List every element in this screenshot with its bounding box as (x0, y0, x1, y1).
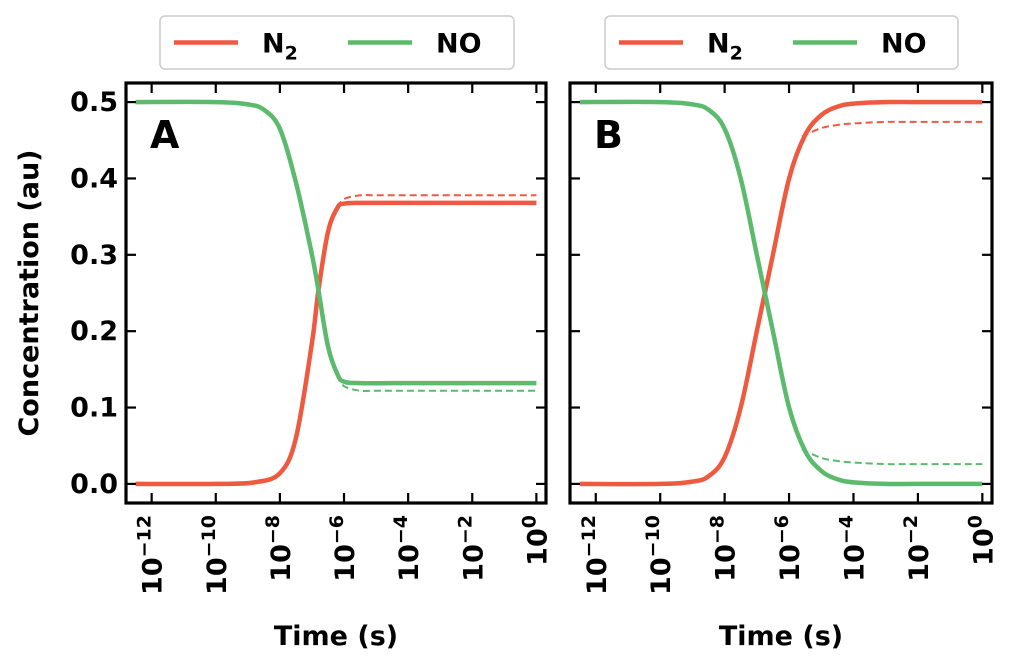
y-axis-title: Concentration (au) (14, 149, 45, 436)
x-tick-text: 10−8 (707, 515, 742, 582)
legend-label-base: NO (881, 29, 927, 60)
panel-label: A (150, 113, 180, 157)
panel-label: B (594, 113, 623, 157)
legend-box (159, 15, 515, 70)
x-tick-label: 10−8 (707, 515, 742, 582)
x-tick-base: 10 (458, 544, 489, 582)
series-line-n2 (579, 99, 983, 487)
y-tick-label: 0.3 (70, 240, 118, 271)
y-tick-label: 0.1 (70, 393, 118, 424)
x-tick-label: 10−6 (771, 515, 806, 582)
x-tick-exponent: −10 (642, 515, 664, 557)
x-axis-title: Time (s) (719, 621, 843, 652)
x-tick-text: 10−12 (578, 515, 613, 595)
chart-panel-a: 0.00.10.20.30.40.510−1210−1010−810−610−4… (14, 15, 553, 652)
legend: N2 NO (604, 15, 959, 70)
x-tick-base: 10 (266, 544, 297, 582)
x-tick-text: 10−2 (900, 515, 935, 582)
x-tick-exponent: 0 (518, 515, 540, 528)
x-tick-base: 10 (968, 528, 999, 566)
legend-label-no: NO (881, 29, 927, 60)
series-line-no (135, 99, 537, 386)
x-tick-exponent: −8 (262, 515, 284, 544)
legend-label-base: N (707, 29, 730, 60)
x-tick-exponent: 0 (964, 515, 986, 528)
x-axis-title: Time (s) (274, 621, 398, 652)
legend-label-base: N (262, 29, 285, 60)
x-tick-label: 100 (518, 515, 553, 566)
x-tick-base: 10 (202, 557, 233, 595)
legend-label-n2: N2 (262, 29, 298, 65)
x-tick-label: 10−8 (262, 515, 297, 582)
x-tick-text: 10−6 (326, 515, 361, 582)
x-tick-label: 10−4 (390, 515, 425, 582)
legend-label-no: NO (436, 29, 482, 60)
x-tick-text: 10−8 (262, 515, 297, 582)
x-tick-label: 10−6 (326, 515, 361, 582)
x-tick-exponent: −4 (835, 515, 857, 544)
x-tick-exponent: −2 (900, 515, 922, 544)
x-tick-text: 10−10 (642, 515, 677, 595)
series-line-n2-dashed (801, 120, 983, 138)
x-tick-label: 100 (964, 515, 999, 566)
legend-box (604, 15, 959, 70)
legend-label-n2: N2 (707, 29, 743, 65)
x-tick-exponent: −2 (454, 515, 476, 544)
y-tick-label: 0.4 (70, 163, 118, 194)
x-tick-exponent: −12 (578, 515, 600, 557)
x-tick-base: 10 (138, 557, 169, 595)
x-tick-base: 10 (711, 544, 742, 582)
legend-label-base: NO (436, 29, 482, 60)
x-tick-base: 10 (330, 544, 361, 582)
x-tick-exponent: −4 (390, 515, 412, 544)
x-tick-text: 100 (518, 515, 553, 566)
x-tick-label: 10−4 (835, 515, 870, 582)
x-tick-label: 10−12 (578, 515, 613, 595)
x-tick-text: 10−10 (198, 515, 233, 595)
x-tick-text: 10−12 (134, 515, 169, 595)
y-tick-label: 0.2 (70, 316, 118, 347)
series-line-no-dashed (336, 374, 537, 393)
x-tick-text: 100 (964, 515, 999, 566)
series-line-no-dashed (801, 448, 983, 466)
x-tick-base: 10 (775, 544, 806, 582)
x-tick-base: 10 (646, 557, 677, 595)
legend-label-subscript: 2 (285, 43, 298, 65)
x-tick-text: 10−4 (390, 515, 425, 582)
x-tick-label: 10−10 (642, 515, 677, 595)
series-line-n2 (135, 200, 537, 487)
x-tick-base: 10 (582, 557, 613, 595)
x-tick-label: 10−2 (900, 515, 935, 582)
legend-label-subscript: 2 (730, 43, 743, 65)
y-tick-label: 0.0 (70, 469, 118, 500)
legend: N2 NO (159, 15, 515, 70)
y-tick-label: 0.5 (70, 87, 118, 118)
x-tick-text: 10−2 (454, 515, 489, 582)
x-tick-exponent: −6 (771, 515, 793, 544)
series-line-no (579, 99, 983, 487)
x-tick-exponent: −8 (707, 515, 729, 544)
x-tick-label: 10−12 (134, 515, 169, 595)
x-tick-exponent: −12 (134, 515, 156, 557)
x-tick-label: 10−2 (454, 515, 489, 582)
x-tick-exponent: −6 (326, 515, 348, 544)
x-tick-base: 10 (839, 544, 870, 582)
x-tick-text: 10−4 (835, 515, 870, 582)
x-tick-base: 10 (904, 544, 935, 582)
x-tick-text: 10−6 (771, 515, 806, 582)
x-tick-base: 10 (394, 544, 425, 582)
x-tick-label: 10−10 (198, 515, 233, 595)
plot-frame (124, 81, 548, 505)
x-tick-base: 10 (522, 528, 553, 566)
x-tick-exponent: −10 (198, 515, 220, 557)
plot-frame (568, 81, 994, 505)
